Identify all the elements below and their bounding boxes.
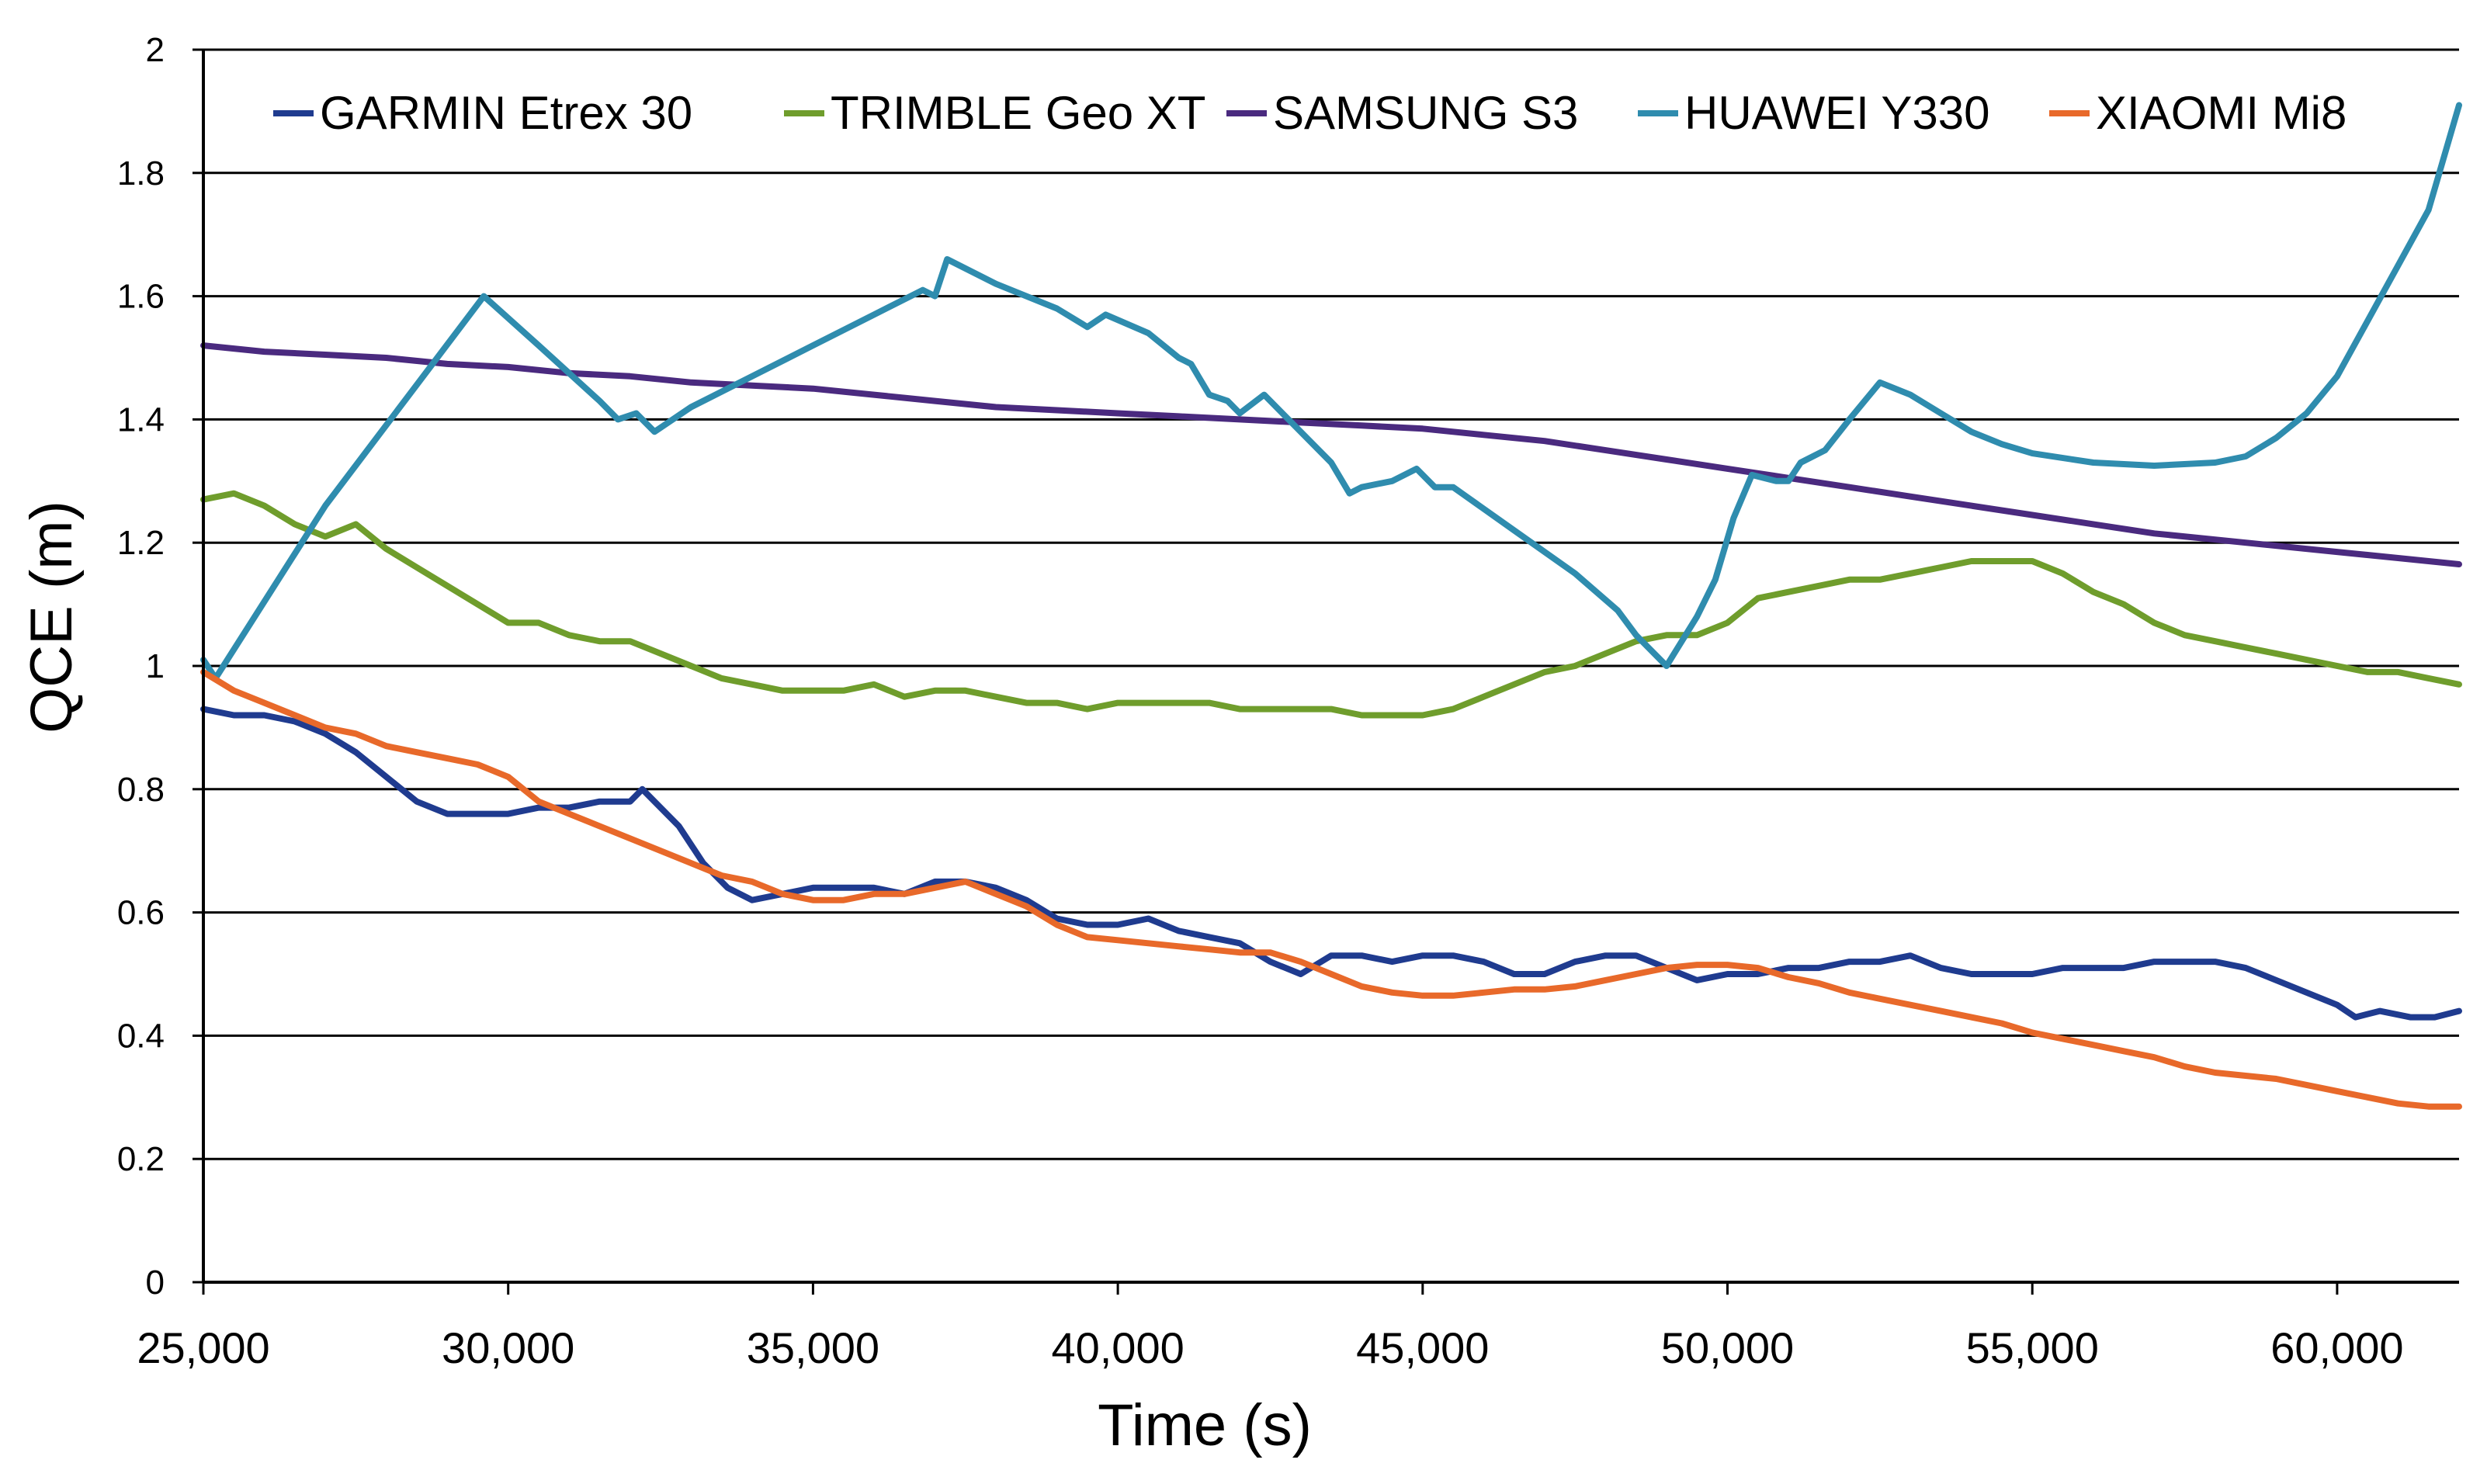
x-axis-title: Time (s) — [1098, 1392, 1312, 1458]
x-tick-label: 45,000 — [1356, 1323, 1489, 1372]
x-tick-label: 40,000 — [1051, 1323, 1184, 1372]
series-lines — [200, 102, 2462, 1110]
y-tick-label: 1.2 — [117, 524, 165, 562]
x-tick-label: 35,000 — [747, 1323, 879, 1372]
y-tick-label: 1.4 — [117, 400, 165, 439]
y-tick-label: 0.2 — [117, 1140, 165, 1178]
legend-label: HUAWEI Y330 — [1684, 87, 1990, 139]
x-tick-label: 50,000 — [1661, 1323, 1794, 1372]
y-tick-label: 0.4 — [117, 1017, 165, 1055]
series-line-2 — [200, 490, 2462, 719]
series-line-5 — [200, 668, 2462, 1110]
x-tick-label: 55,000 — [1966, 1323, 2099, 1372]
gridlines — [203, 48, 2459, 1160]
legend-box — [256, 76, 2367, 157]
series-line-4 — [200, 102, 2462, 681]
legend-label: TRIMBLE Geo XT — [831, 87, 1205, 139]
legend-label: XIAOMI Mi8 — [2096, 87, 2347, 139]
legend-label: GARMIN Etrex 30 — [320, 87, 692, 139]
x-tick-label: 25,000 — [137, 1323, 269, 1372]
y-tick-label: 0.6 — [117, 894, 165, 932]
legend-label: SAMSUNG S3 — [1273, 87, 1578, 139]
x-tick-label: 30,000 — [442, 1323, 574, 1372]
y-tick-label: 0.8 — [117, 771, 165, 809]
legend: GARMIN Etrex 30 TRIMBLE Geo XT SAMSUNG S3 H… — [256, 76, 2367, 157]
y-tick-label: 0 — [146, 1264, 165, 1302]
series-line-3 — [200, 342, 2462, 567]
y-tick-label: 1 — [146, 647, 165, 685]
tick-labels: 0 0.2 0.4 0.6 0.8 1 1.2 1.4 1.6 1.8 2 25,000 30,000 3… — [117, 31, 2404, 1372]
y-tick-label: 2 — [146, 31, 165, 69]
y-tick-label: 1.8 — [117, 154, 165, 192]
y-tick-label: 1.6 — [117, 278, 165, 316]
x-tick-label: 60,000 — [2270, 1323, 2403, 1372]
y-axis-title: QCE (m) — [19, 501, 85, 733]
axes — [193, 48, 2459, 1295]
